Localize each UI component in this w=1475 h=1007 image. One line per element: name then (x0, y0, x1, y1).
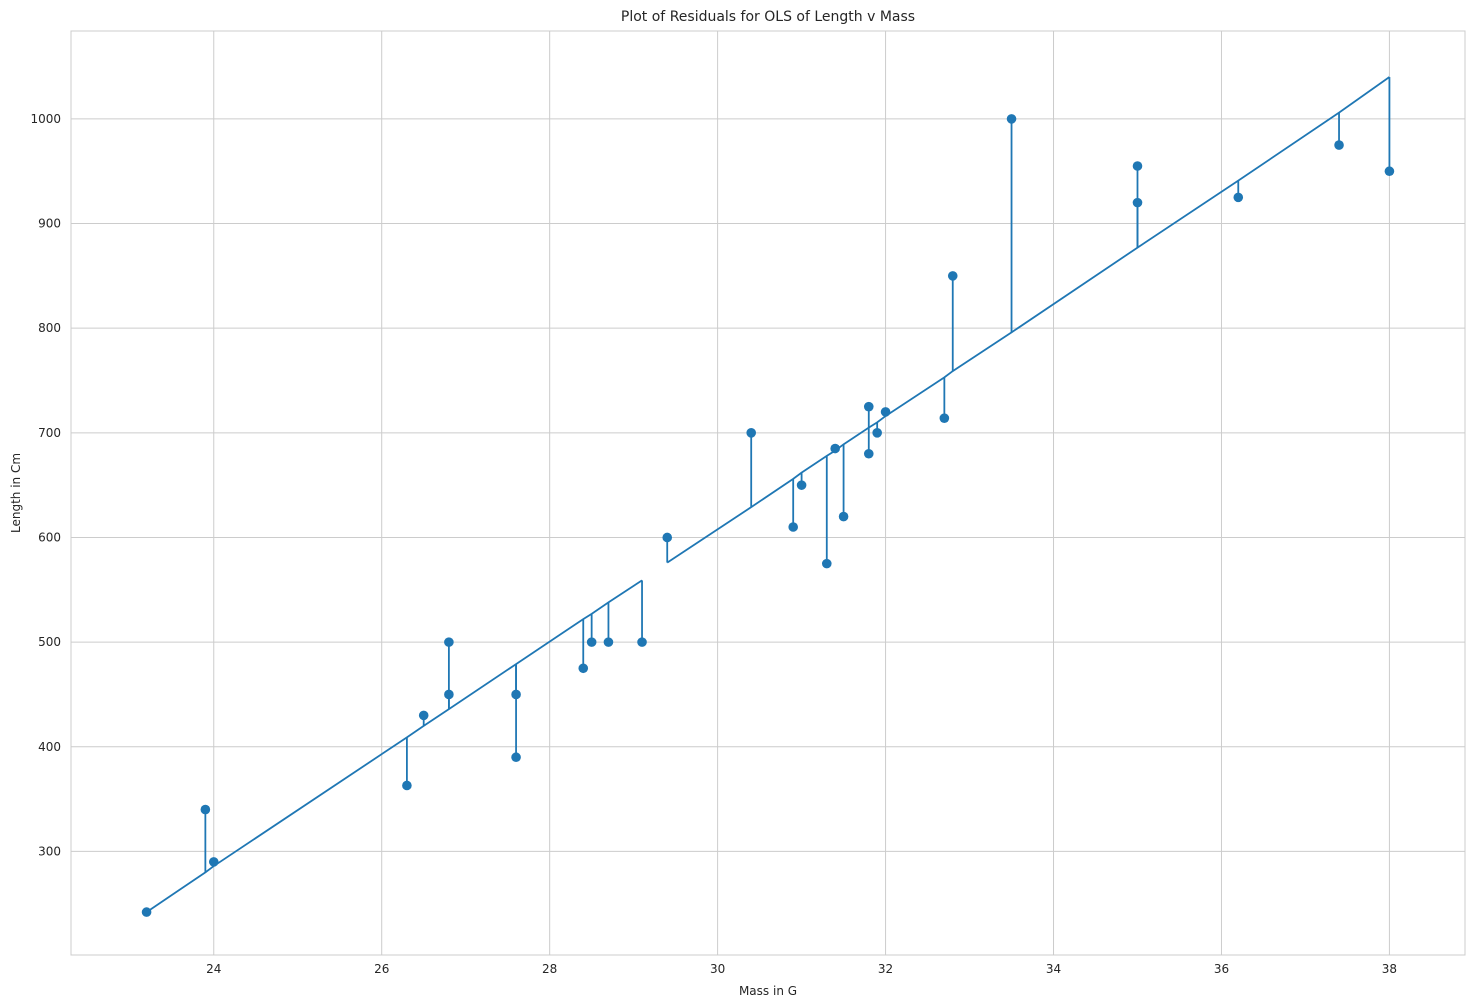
data-point (418, 710, 429, 721)
data-point (141, 907, 152, 917)
y-tick-label: 600 (38, 530, 61, 544)
fitted-line-layer (146, 76, 1390, 913)
data-point (746, 428, 757, 438)
y-tick-label: 700 (38, 426, 61, 440)
data-point (662, 532, 673, 543)
fitted-line (666, 76, 1390, 564)
data-point (947, 271, 958, 281)
data-point (796, 480, 807, 490)
data-point (830, 443, 840, 454)
x-tick-label: 36 (1214, 962, 1229, 976)
data-point (1384, 166, 1395, 177)
data-point (603, 637, 614, 647)
data-point (1132, 197, 1143, 208)
x-axis-label: Mass in G (739, 984, 797, 998)
data-point (872, 428, 882, 438)
y-tick-labels: 300 400 500 600 700 800 900 1000 (30, 112, 61, 859)
x-tick-label: 38 (1382, 962, 1397, 976)
x-tick-label: 34 (1046, 962, 1061, 976)
data-point (637, 637, 647, 647)
data-point (511, 752, 521, 763)
x-gridlines (213, 31, 1390, 955)
data-point (863, 401, 874, 412)
y-tick-label: 900 (38, 217, 61, 231)
fitted-line (146, 579, 643, 913)
y-gridlines (71, 118, 1465, 852)
y-tick-label: 300 (38, 844, 61, 858)
data-point (863, 448, 874, 459)
data-point (1006, 114, 1017, 124)
data-point (200, 804, 211, 815)
y-axis-label: Length in Cm (9, 453, 23, 533)
data-point (444, 689, 454, 700)
data-point (402, 780, 412, 791)
points-layer (141, 114, 1395, 917)
data-point (788, 522, 798, 532)
x-tick-labels: 24 26 28 30 32 34 36 38 (206, 962, 1397, 976)
x-tick-label: 26 (374, 962, 389, 976)
data-point (838, 511, 849, 522)
data-point (444, 637, 454, 647)
plot-frame (70, 30, 1466, 956)
x-tick-label: 28 (542, 962, 557, 976)
y-tick-label: 500 (38, 635, 61, 649)
x-tick-label: 24 (206, 962, 221, 976)
data-point (578, 663, 589, 674)
data-point (208, 857, 219, 867)
data-point (821, 558, 832, 569)
x-tick-label: 32 (878, 962, 893, 976)
data-point (880, 407, 891, 417)
x-tick-label: 30 (710, 962, 725, 976)
data-point (1233, 192, 1244, 203)
y-tick-label: 800 (38, 321, 61, 335)
data-point (939, 413, 950, 423)
chart-title: Plot of Residuals for OLS of Length v Ma… (621, 9, 915, 25)
data-point (586, 637, 597, 647)
data-point (1132, 161, 1143, 171)
data-point (1334, 140, 1344, 150)
data-point (511, 689, 521, 700)
y-tick-label: 1000 (30, 112, 61, 126)
y-tick-label: 400 (38, 740, 61, 754)
